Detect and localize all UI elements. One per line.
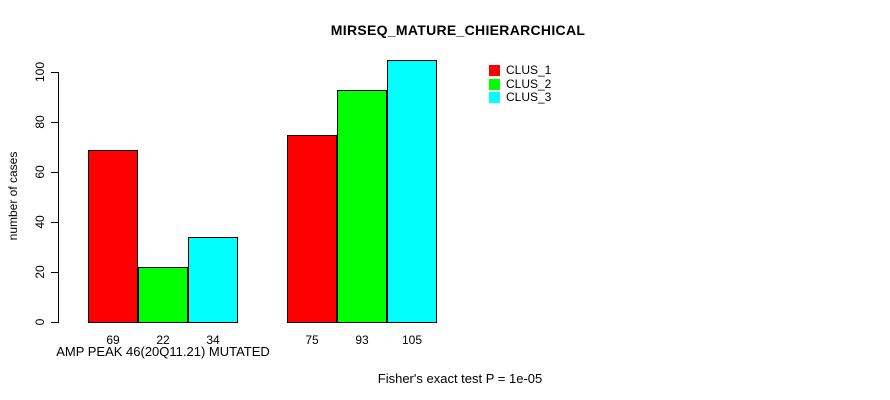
bar-clus_3-group2 — [387, 59, 437, 323]
legend-item-clus-1: CLUS_1 — [489, 64, 551, 78]
y-tick — [51, 272, 58, 273]
y-axis-line — [58, 72, 59, 323]
legend-label-clus-1: CLUS_1 — [506, 63, 552, 78]
y-tick — [51, 122, 58, 123]
legend-swatch-clus-3 — [489, 92, 500, 104]
legend: CLUS_1 CLUS_2 CLUS_3 — [489, 64, 551, 105]
bar-value-label: 22 — [156, 333, 170, 347]
legend-item-clus-3: CLUS_3 — [489, 91, 551, 105]
legend-swatch-clus-2 — [489, 78, 500, 90]
bar-value-label: 34 — [206, 333, 220, 347]
y-tick — [51, 322, 58, 323]
y-tick — [51, 72, 58, 73]
y-tick-label: 20 — [33, 265, 47, 279]
bar-clus_2-group2 — [337, 89, 387, 323]
bar-clus_1-group2 — [287, 134, 337, 323]
x-category-label: AMP PEAK 46(20Q11.21) MUTATED — [56, 344, 270, 359]
chart-title: MIRSEQ_MATURE_CHIERARCHICAL — [330, 22, 586, 38]
bar-value-label: 75 — [305, 333, 319, 347]
legend-swatch-clus-1 — [489, 65, 500, 77]
bar-clus_1-group1 — [88, 149, 138, 323]
legend-item-clus-2: CLUS_2 — [489, 76, 552, 92]
y-tick — [51, 172, 58, 173]
y-tick-label: 80 — [33, 115, 47, 129]
footer-stat-text: Fisher's exact test P = 1e-05 — [377, 371, 543, 386]
y-tick-label: 40 — [33, 215, 47, 229]
bar-clus_3-group1 — [188, 237, 238, 323]
legend-label-clus-2: CLUS_2 — [506, 76, 552, 91]
bar-clus_2-group1 — [138, 267, 188, 323]
legend-label-clus-3: CLUS_3 — [506, 90, 552, 105]
y-tick-label: 100 — [33, 61, 47, 83]
bar-value-label: 69 — [106, 333, 120, 347]
bar-value-label: 105 — [401, 333, 423, 347]
y-axis-title: number of cases — [6, 151, 20, 241]
y-tick — [51, 222, 58, 223]
y-tick-label: 60 — [33, 165, 47, 179]
bar-value-label: 93 — [355, 333, 369, 347]
y-tick-label: 0 — [33, 318, 47, 326]
